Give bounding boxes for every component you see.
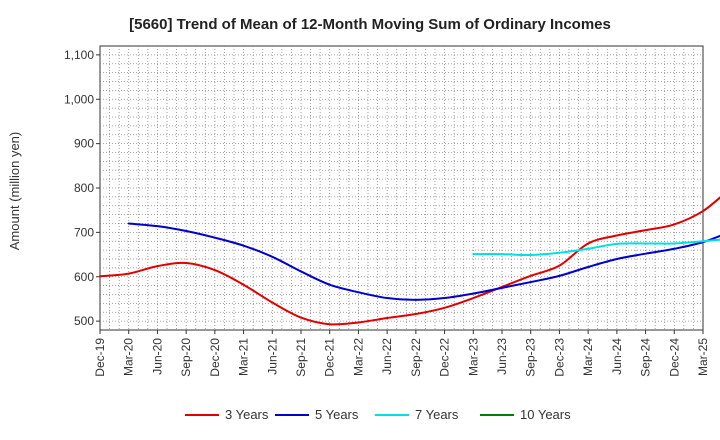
x-tick-label: Sep-21 <box>294 338 308 377</box>
y-tick-label: 1,000 <box>64 92 94 106</box>
x-tick-label: Jun-24 <box>610 338 624 375</box>
series-line-7-years <box>472 238 720 257</box>
plot-area: 500 600 700 800 900 1,000 1,100 Dec-19 Mar-20 Jun… <box>64 45 720 377</box>
x-tick-label: Dec-22 <box>438 338 452 377</box>
x-tick-label: Jun-23 <box>495 338 509 375</box>
x-tick-label: Jun-20 <box>150 338 164 375</box>
x-tick-label: Dec-19 <box>93 338 107 377</box>
x-tick-label: Jun-22 <box>380 338 394 375</box>
y-tick-label: 900 <box>74 137 94 151</box>
legend-label-5-years: 5 Years <box>315 407 359 422</box>
x-tick-label: Mar-21 <box>237 338 251 376</box>
legend-label-3-years: 3 Years <box>225 407 269 422</box>
y-tick-label: 600 <box>74 270 94 284</box>
x-tick-label: Dec-20 <box>208 338 222 377</box>
x-tick-label: Mar-24 <box>581 338 595 376</box>
x-tick-label: Mar-25 <box>696 338 710 376</box>
x-tick-label: Dec-21 <box>323 338 337 377</box>
x-tick-label: Dec-23 <box>552 338 566 377</box>
x-tick-label: Sep-20 <box>179 338 193 377</box>
x-tick-label: Dec-24 <box>667 338 681 377</box>
x-tick-label: Jun-21 <box>265 338 279 375</box>
chart-title: [5660] Trend of Mean of 12-Month Moving … <box>129 16 611 33</box>
legend-label-7-years: 7 Years <box>415 407 459 422</box>
legend-label-10-years: 10 Years <box>520 407 571 422</box>
y-axis-label: Amount (million yen) <box>7 132 22 251</box>
series-line-5-years <box>127 222 720 301</box>
series-line-3-years <box>99 196 720 326</box>
y-tick-label: 1,100 <box>64 48 94 62</box>
y-tick-label: 700 <box>74 225 94 239</box>
x-tick-label: Sep-22 <box>409 338 423 377</box>
x-tick-label: Sep-24 <box>639 338 653 377</box>
x-tick-label: Mar-22 <box>351 338 365 376</box>
x-tick-label: Mar-23 <box>466 338 480 376</box>
legend: 3 Years 5 Years 7 Years 10 Years <box>185 407 571 422</box>
x-tick-label: Mar-20 <box>122 338 136 376</box>
y-tick-label: 800 <box>74 181 94 195</box>
x-tick-label: Sep-23 <box>524 338 538 377</box>
plot-frame <box>99 45 704 331</box>
y-tick-label: 500 <box>74 314 94 328</box>
